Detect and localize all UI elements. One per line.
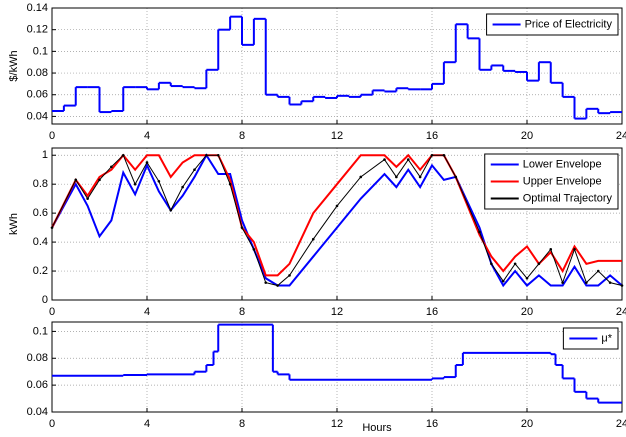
- point: [406, 158, 410, 161]
- y-tick-label: 0.6: [33, 207, 48, 219]
- point: [430, 153, 434, 157]
- legend-label: Upper Envelope: [523, 175, 602, 187]
- legend-label: Optimal Trajectory: [523, 192, 613, 204]
- point: [418, 175, 422, 179]
- point: [145, 161, 149, 164]
- point: [205, 153, 208, 157]
- point: [585, 281, 588, 284]
- x-tick-label: 12: [331, 306, 343, 318]
- y-tick-label: 0.08: [27, 352, 48, 364]
- point: [359, 175, 363, 179]
- x-tick-label: 20: [521, 306, 533, 318]
- legend-label: Price of Electricity: [525, 18, 613, 30]
- point: [157, 179, 161, 183]
- x-tick-label: 0: [49, 306, 55, 318]
- point: [573, 248, 576, 251]
- point: [74, 178, 78, 182]
- point: [169, 208, 173, 212]
- y-axis-label: kWh: [8, 213, 20, 235]
- legend: Price of Electricity: [486, 13, 619, 36]
- axes-frame: [51, 147, 623, 301]
- point: [501, 279, 505, 283]
- point: [335, 204, 339, 208]
- point: [193, 168, 196, 172]
- x-tick-label: 24: [616, 130, 626, 142]
- x-tick-label: 20: [521, 418, 533, 430]
- legend-label: μ*: [601, 332, 612, 344]
- x-tick-label: 16: [426, 130, 438, 142]
- point: [383, 158, 386, 161]
- x-tick-label: 0: [49, 418, 55, 430]
- x-tick-label: 24: [616, 306, 626, 318]
- y-tick-label: 0.04: [27, 110, 48, 122]
- point: [442, 153, 446, 157]
- point: [252, 248, 256, 251]
- point: [311, 237, 315, 241]
- point: [98, 178, 101, 182]
- point: [490, 262, 493, 266]
- y-tick-label: 0.2: [33, 265, 48, 277]
- point: [288, 274, 291, 277]
- y-tick-label: 0.06: [27, 379, 48, 391]
- point: [549, 248, 553, 251]
- x-tick-label: 4: [144, 306, 150, 318]
- x-tick-label: 16: [426, 306, 438, 318]
- point: [264, 281, 268, 284]
- point: [561, 281, 564, 284]
- point: [608, 281, 612, 284]
- y-tick-label: 0.1: [33, 325, 48, 337]
- x-tick-label: 12: [331, 130, 343, 142]
- point: [121, 153, 125, 157]
- point: [596, 269, 600, 273]
- y-tick-label: 0.12: [27, 24, 48, 36]
- legend: μ*: [562, 327, 619, 350]
- axes-frame: [51, 321, 623, 413]
- series-line: [51, 153, 623, 288]
- point: [110, 165, 113, 169]
- y-tick-label: 0: [42, 294, 48, 306]
- point: [395, 175, 398, 179]
- y-axis-label: $/kWh: [8, 50, 20, 81]
- y-tick-label: 0.8: [33, 178, 48, 190]
- point: [513, 262, 517, 266]
- point: [240, 226, 244, 229]
- axes-frame: [51, 7, 623, 125]
- x-tick-label: 8: [239, 306, 245, 318]
- x-axis-label: Hours: [362, 422, 392, 434]
- y-tick-label: 0.04: [27, 406, 48, 418]
- point: [478, 230, 481, 234]
- y-tick-label: 0.06: [27, 89, 48, 101]
- x-tick-label: 8: [239, 130, 245, 142]
- point: [50, 226, 54, 229]
- legend-box: [486, 13, 619, 36]
- x-tick-label: 24: [616, 418, 626, 430]
- point: [454, 175, 458, 179]
- point: [181, 185, 184, 189]
- point: [133, 182, 137, 186]
- x-tick-label: 4: [144, 130, 150, 142]
- y-tick-label: 0.1: [33, 45, 48, 57]
- x-tick-label: 8: [239, 418, 245, 430]
- point: [276, 284, 279, 287]
- point: [86, 197, 89, 200]
- y-tick-label: 0.08: [27, 67, 48, 79]
- point: [537, 262, 541, 266]
- point: [216, 153, 220, 157]
- point: [525, 276, 529, 280]
- x-tick-label: 4: [144, 418, 150, 430]
- point: [620, 284, 624, 287]
- x-tick-label: 16: [426, 418, 438, 430]
- point: [228, 182, 232, 186]
- legend-label: Lower Envelope: [523, 158, 602, 170]
- y-tick-label: 1: [42, 149, 48, 161]
- x-tick-label: 20: [521, 130, 533, 142]
- legend: Lower Envelope Upper Envelope Optimal Traj…: [484, 153, 619, 210]
- x-tick-label: 0: [49, 130, 55, 142]
- y-tick-label: 0.4: [33, 236, 48, 248]
- y-tick-label: 0.14: [27, 2, 48, 14]
- x-tick-label: 12: [331, 418, 343, 430]
